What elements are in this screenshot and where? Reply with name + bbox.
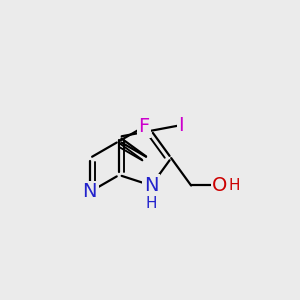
Text: H: H bbox=[146, 196, 157, 211]
Text: O: O bbox=[212, 176, 228, 195]
Text: N: N bbox=[82, 182, 97, 202]
Text: F: F bbox=[138, 117, 150, 136]
Text: I: I bbox=[178, 116, 184, 135]
Text: H: H bbox=[228, 178, 240, 193]
Text: N: N bbox=[144, 176, 158, 195]
